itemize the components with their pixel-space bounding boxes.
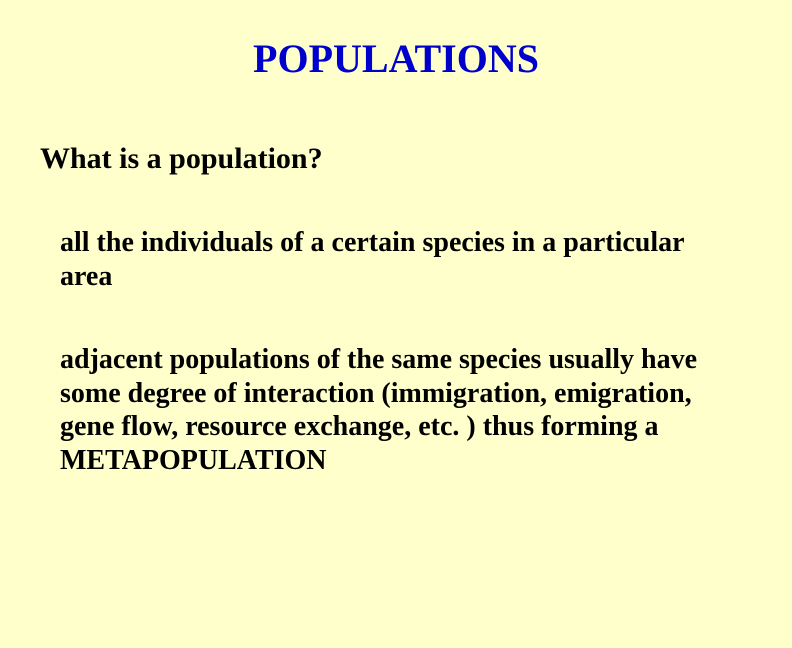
slide-subtitle: What is a population?: [40, 142, 752, 176]
paragraph-1: all the individuals of a certain species…: [60, 226, 740, 293]
paragraph-2: adjacent populations of the same species…: [60, 343, 740, 477]
slide-title: POPULATIONS: [40, 35, 752, 82]
slide-container: POPULATIONS What is a population? all th…: [0, 0, 792, 648]
